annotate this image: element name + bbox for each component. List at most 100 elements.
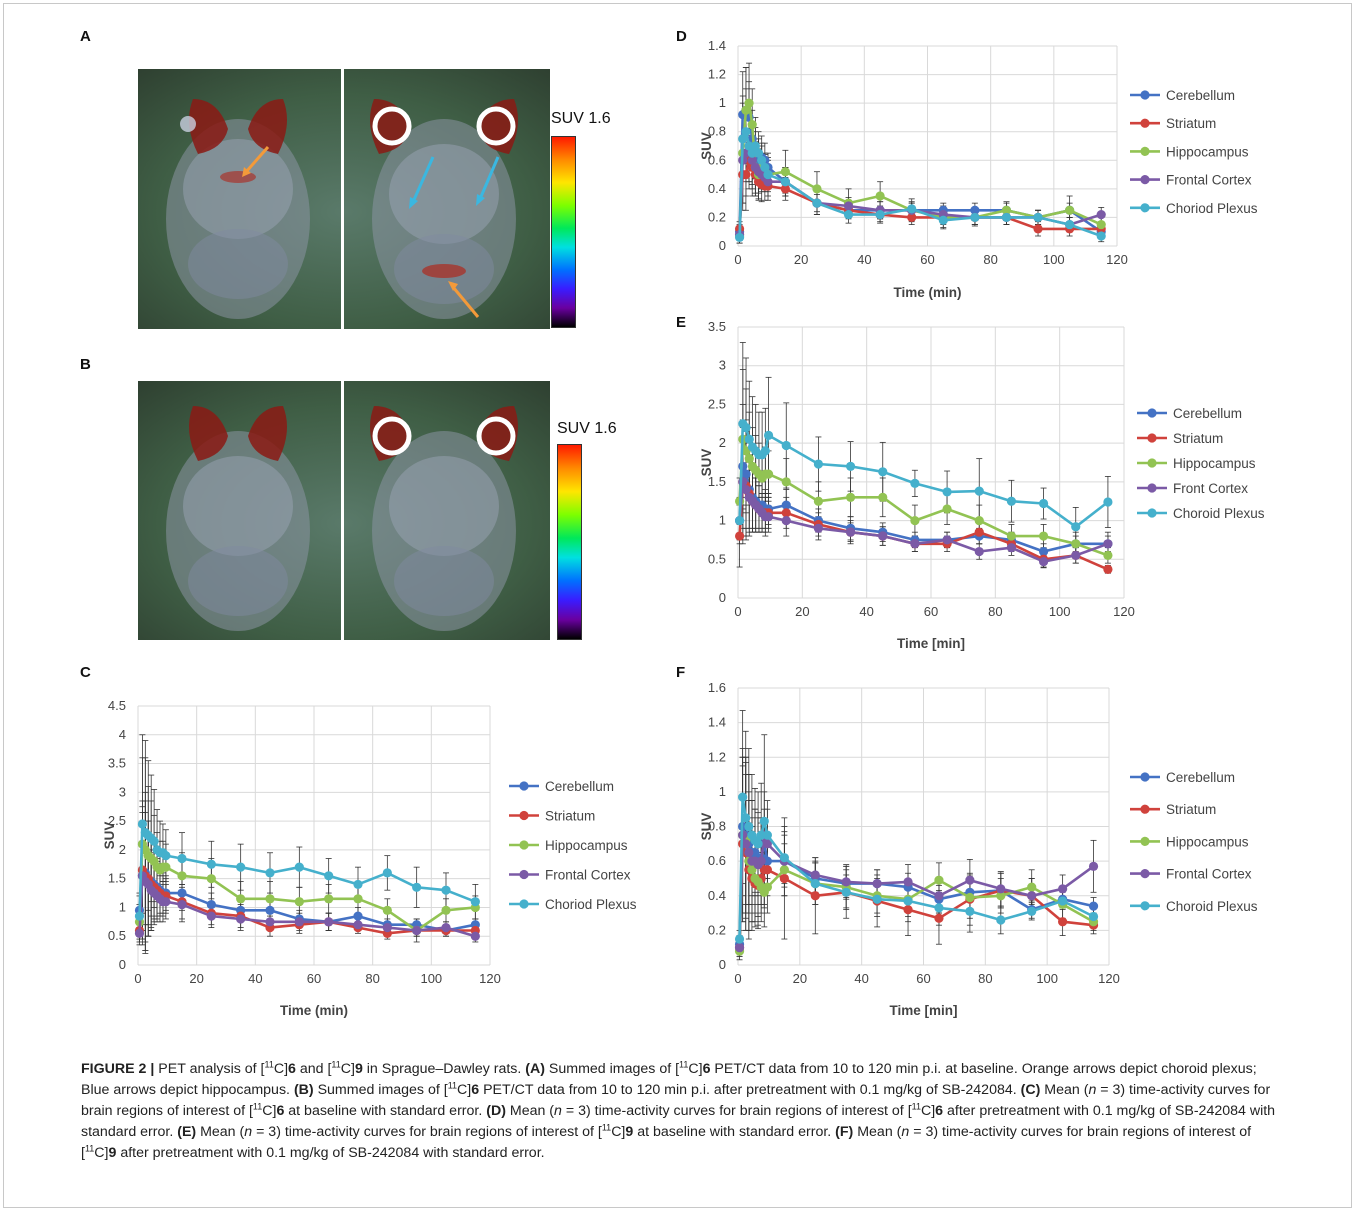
chart-f-legend-marker [1140, 804, 1150, 814]
chart-e-ytick: 1 [719, 513, 726, 528]
chart-f-xtick: 80 [978, 971, 992, 986]
chart-e-xtick: 120 [1113, 604, 1135, 619]
chart-e-point [735, 515, 745, 526]
chart-e-point [910, 515, 920, 526]
chart-e-point [974, 515, 984, 526]
chart-f-point [741, 839, 751, 849]
chart-c-series-line [138, 822, 476, 917]
chart-c-xtick: 40 [248, 971, 262, 986]
chart-c-xtick: 100 [420, 971, 442, 986]
chart-e-point [1103, 497, 1113, 507]
chart-d-ylabel: SUV [699, 132, 714, 160]
chart-e-xtick: 60 [924, 604, 938, 619]
chart-d-xtick: 120 [1106, 252, 1128, 267]
chart-c-point [353, 879, 363, 890]
figure-frame [3, 3, 1352, 1208]
chart-e-ytick: 3 [719, 358, 726, 373]
chart-d-series-line [738, 101, 1102, 237]
chart-c-ytick: 2.5 [108, 813, 126, 828]
chart-f-point [965, 875, 975, 885]
chart-d-point [780, 177, 790, 187]
chart-e-point [813, 496, 824, 506]
chart-d-point [1001, 205, 1012, 215]
chart-e-point [1038, 546, 1049, 557]
chart-e-point [741, 469, 751, 479]
chart-f-point [779, 865, 789, 875]
chart-d-point [741, 169, 751, 180]
chart-f-point [1058, 884, 1068, 894]
chart-e-legend-label: Hippocampus [1173, 456, 1256, 471]
chart-d-legend-label: Cerebellum [1166, 88, 1235, 103]
chart-e-point [845, 527, 856, 537]
chart-f-point [1088, 861, 1099, 871]
chart-d-ytick: 0.4 [708, 181, 726, 196]
chart-f-xlabel: Time [min] [889, 1003, 957, 1018]
chart-c-point [236, 914, 246, 924]
chart-e-xtick: 20 [795, 604, 809, 619]
chart-c-point [441, 885, 451, 895]
chart-d-point [741, 105, 751, 115]
chart-f-point [965, 906, 975, 916]
chart-c-xtick: 0 [134, 971, 141, 986]
chart-f-point [934, 913, 944, 923]
panel-label-f: F [676, 664, 686, 681]
chart-e-point [741, 423, 751, 433]
chart-d-point [753, 148, 764, 158]
chart-f-point [965, 892, 975, 903]
chart-c-point [353, 920, 363, 930]
chart-e-point [1071, 539, 1081, 549]
chart-e-point [942, 535, 952, 545]
chart-c-point [177, 899, 187, 910]
chart-e-point [1103, 564, 1113, 574]
chart-c-legend-label: Cerebellum [545, 779, 614, 794]
chart-e-legend-marker [1147, 458, 1157, 468]
chart-c-point [470, 931, 480, 941]
chart-f-legend-label: Striatum [1166, 802, 1216, 817]
chart-e-legend-label: Cerebellum [1173, 406, 1242, 421]
chart-d-legend-marker [1140, 203, 1150, 213]
chart-c-point [441, 922, 451, 933]
chart-e-point [974, 527, 984, 537]
chart-c-point [441, 905, 451, 915]
chart-d-ytick: 1.2 [708, 67, 726, 82]
chart-d-point [907, 204, 917, 214]
chart-c-point [294, 897, 304, 907]
chart-e-ytick: 0.5 [708, 551, 726, 566]
chart-f-point [738, 792, 748, 802]
chart-f-ylabel: SUV [699, 813, 714, 841]
chart-d-point [744, 141, 754, 151]
chart-c-ytick: 3 [119, 784, 126, 799]
chart-f-point [934, 891, 944, 901]
chart-d-point [1096, 219, 1106, 230]
chart-f-point [1058, 917, 1068, 927]
chart-f-xtick: 100 [1036, 971, 1058, 986]
chart-c-point [149, 836, 159, 846]
chart-f-legend-marker [1140, 869, 1150, 879]
chart-f-xtick: 120 [1098, 971, 1120, 986]
chart-c-point [206, 911, 216, 921]
chart-e-point [781, 440, 791, 451]
chart-e-point [845, 461, 856, 471]
chart-c-xtick: 120 [479, 971, 501, 986]
colorbar-a [551, 136, 576, 328]
chart-f-point [841, 877, 851, 887]
chart-e-point [763, 512, 774, 522]
chart-e-point [878, 492, 888, 502]
chart-c-point [382, 922, 392, 933]
chart-f-legend-label: Choroid Plexus [1166, 899, 1258, 914]
panel-label-e: E [676, 314, 687, 331]
chart-c-xtick: 80 [365, 971, 379, 986]
chart-f-point [762, 865, 772, 875]
chart-f-point [1058, 896, 1068, 906]
chart-e-point [1071, 550, 1081, 561]
chart-d-point [1033, 212, 1043, 223]
panel-label-a: A [80, 28, 91, 45]
chart-d-point [750, 141, 760, 151]
chart-e-legend-label: Front Cortex [1173, 481, 1248, 496]
chart-d-point [970, 212, 980, 223]
chart-c-legend-label: Hippocampus [545, 838, 628, 853]
chart-f-point [903, 877, 913, 887]
chart-d-legend-label: Striatum [1166, 116, 1216, 131]
panel-label-d: D [676, 28, 687, 45]
